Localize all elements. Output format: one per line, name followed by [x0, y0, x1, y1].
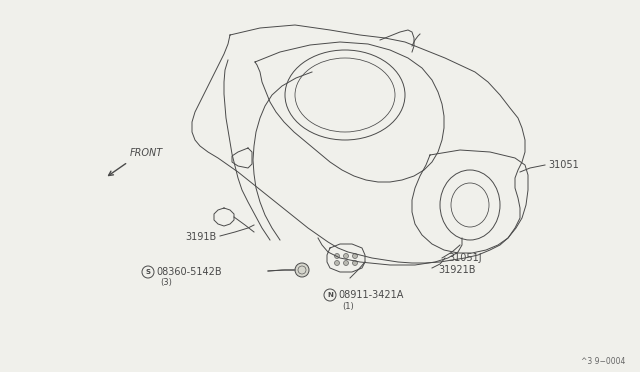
Circle shape [353, 253, 358, 259]
Text: 31921B: 31921B [438, 265, 476, 275]
Text: 31051: 31051 [548, 160, 579, 170]
Circle shape [353, 260, 358, 266]
Text: (1): (1) [342, 302, 354, 311]
Text: 08360-5142B: 08360-5142B [156, 267, 221, 277]
Circle shape [335, 260, 339, 266]
Circle shape [295, 263, 309, 277]
Circle shape [344, 253, 349, 259]
Text: 31051J: 31051J [448, 253, 482, 263]
Text: 3191B: 3191B [185, 232, 216, 242]
Text: S: S [145, 269, 150, 275]
Text: FRONT: FRONT [130, 148, 163, 158]
Text: 08911-3421A: 08911-3421A [338, 290, 403, 300]
Circle shape [335, 253, 339, 259]
Circle shape [344, 260, 349, 266]
Text: N: N [327, 292, 333, 298]
Text: ^3 9−0004: ^3 9−0004 [580, 357, 625, 366]
Text: (3): (3) [160, 279, 172, 288]
